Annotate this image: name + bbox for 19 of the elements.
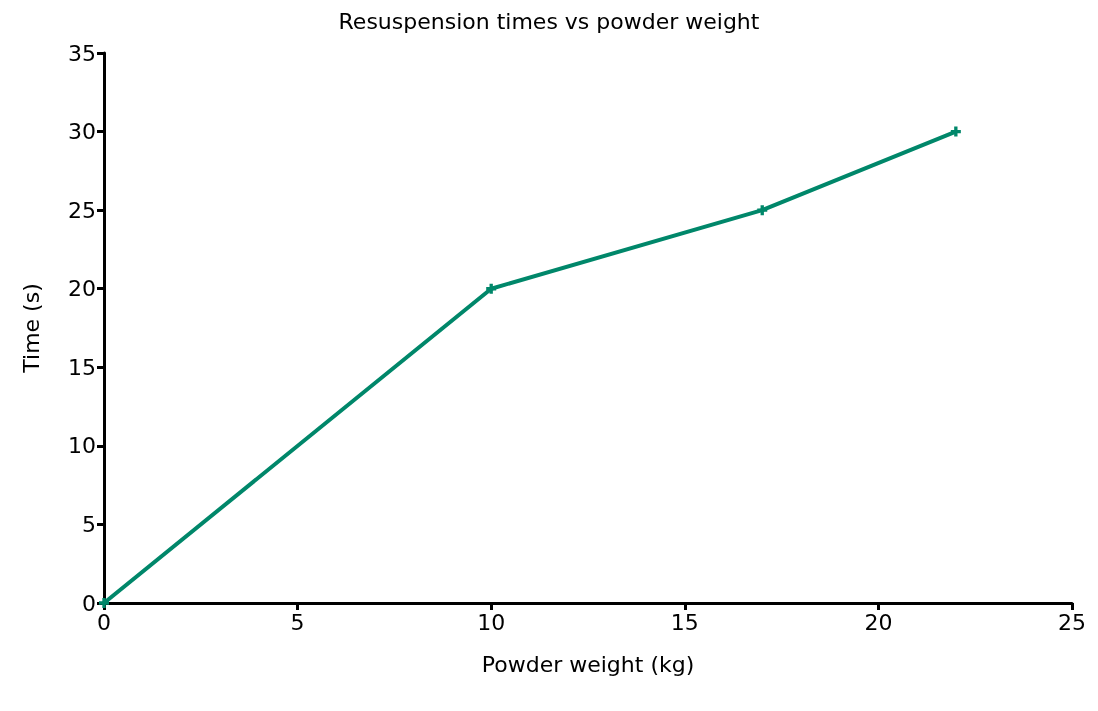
x-tick-label: 20 (864, 609, 893, 635)
x-axis-title: Powder weight (kg) (481, 651, 695, 677)
y-tick-label: 15 (68, 354, 96, 380)
y-tick-label: 30 (68, 119, 96, 145)
x-tick-label: 15 (670, 609, 699, 635)
x-tick-label: 5 (290, 609, 305, 635)
y-tick-label: 25 (68, 197, 96, 223)
y-axis-title: Time (s) (18, 283, 44, 374)
point (486, 283, 497, 294)
y-tick-label: 20 (68, 276, 96, 302)
point (757, 205, 768, 216)
y-tick-label: 0 (82, 590, 96, 616)
x-tick-label: 10 (477, 609, 506, 635)
chart-title: Resuspension times vs powder weight (338, 8, 760, 34)
point (950, 126, 961, 137)
x-tick-label: 25 (1058, 609, 1086, 635)
y-tick-label: 10 (68, 433, 96, 459)
y-tick-label: 5 (82, 511, 96, 537)
y-tick-label: 35 (68, 40, 96, 66)
